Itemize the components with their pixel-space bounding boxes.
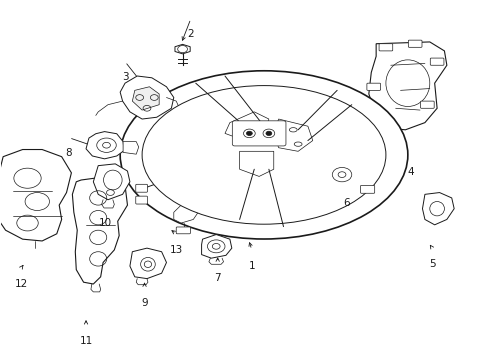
Polygon shape [123,141,139,154]
FancyBboxPatch shape [136,184,147,192]
FancyBboxPatch shape [378,44,392,51]
Text: 11: 11 [79,336,92,346]
Polygon shape [132,87,159,110]
FancyBboxPatch shape [407,40,421,47]
Polygon shape [0,149,71,241]
Text: 9: 9 [141,298,147,309]
Polygon shape [239,151,273,176]
Text: 3: 3 [122,72,128,82]
Polygon shape [368,42,446,130]
FancyBboxPatch shape [232,121,285,146]
FancyBboxPatch shape [420,101,433,108]
Polygon shape [72,176,127,284]
Polygon shape [422,193,453,225]
Ellipse shape [120,71,407,239]
Polygon shape [86,132,124,159]
Text: 7: 7 [214,273,221,283]
FancyBboxPatch shape [366,83,380,90]
FancyBboxPatch shape [136,196,147,204]
Text: 6: 6 [343,198,349,208]
Polygon shape [201,234,231,258]
Text: 8: 8 [65,148,72,158]
Circle shape [265,131,271,135]
FancyBboxPatch shape [176,227,190,234]
Circle shape [246,131,252,135]
Polygon shape [130,248,166,279]
Text: 4: 4 [406,167,413,177]
Text: 13: 13 [169,244,183,255]
Text: 10: 10 [99,218,112,228]
Ellipse shape [142,86,385,224]
FancyBboxPatch shape [360,185,374,193]
Polygon shape [120,76,173,119]
Polygon shape [224,112,268,140]
Polygon shape [175,44,190,54]
Polygon shape [273,119,312,151]
Text: 12: 12 [15,279,28,289]
Polygon shape [93,164,130,200]
Polygon shape [318,157,363,193]
Text: 1: 1 [248,261,255,271]
Text: 2: 2 [187,30,194,39]
Polygon shape [173,205,198,223]
FancyBboxPatch shape [429,58,443,65]
Text: 5: 5 [428,259,435,269]
